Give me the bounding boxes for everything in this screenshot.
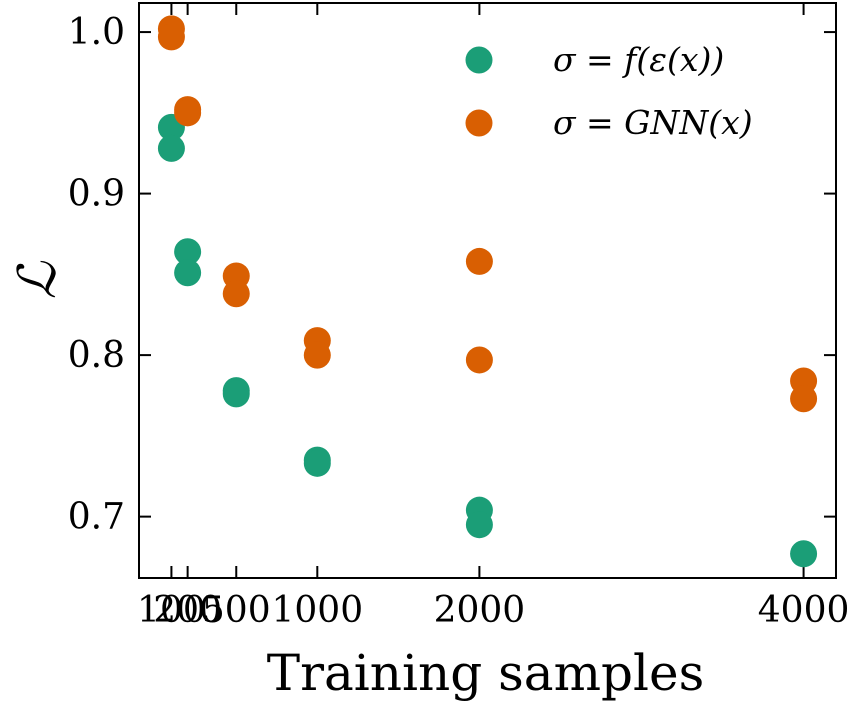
series-1-point — [174, 259, 202, 287]
y-tick-label: 0.8 — [68, 335, 125, 376]
series-2-point — [174, 99, 202, 127]
legend-marker — [465, 46, 493, 74]
x-tick-label: 500 — [202, 590, 271, 631]
series-1-point — [790, 540, 818, 568]
series-1-point — [303, 449, 331, 477]
legend: σ = f(ε(x)) σ = GNN(x) — [465, 40, 753, 142]
series-2-point — [465, 247, 493, 275]
legend-label: σ = GNN(x) — [553, 103, 753, 142]
series-1-point — [157, 134, 185, 162]
legend-label: σ = f(ε(x)) — [553, 40, 724, 79]
series-1-point — [222, 380, 250, 408]
series-2-point — [303, 341, 331, 369]
x-tick-label: 1000 — [271, 590, 363, 631]
series-1-point — [174, 238, 202, 266]
y-tick-label: 0.7 — [68, 497, 125, 538]
y-tick-label: 1.0 — [68, 12, 125, 53]
plot-frame — [138, 2, 837, 579]
y-axis-label: ℒ — [8, 260, 68, 299]
series-2-point — [790, 385, 818, 413]
legend-marker — [465, 109, 493, 137]
series-1-point — [465, 511, 493, 539]
scatter-points — [157, 15, 818, 568]
axis-ticks — [139, 3, 836, 578]
series-2-point — [157, 23, 185, 51]
x-tick-label: 200 — [153, 590, 222, 631]
y-tick-label: 0.9 — [68, 174, 125, 215]
series-2-point — [465, 346, 493, 374]
x-axis-label: Training samples — [267, 644, 704, 702]
x-tick-label: 2000 — [434, 590, 526, 631]
series-2-point — [222, 280, 250, 308]
x-tick-label: 4000 — [758, 590, 849, 631]
x-tick-label: 100 — [137, 590, 206, 631]
